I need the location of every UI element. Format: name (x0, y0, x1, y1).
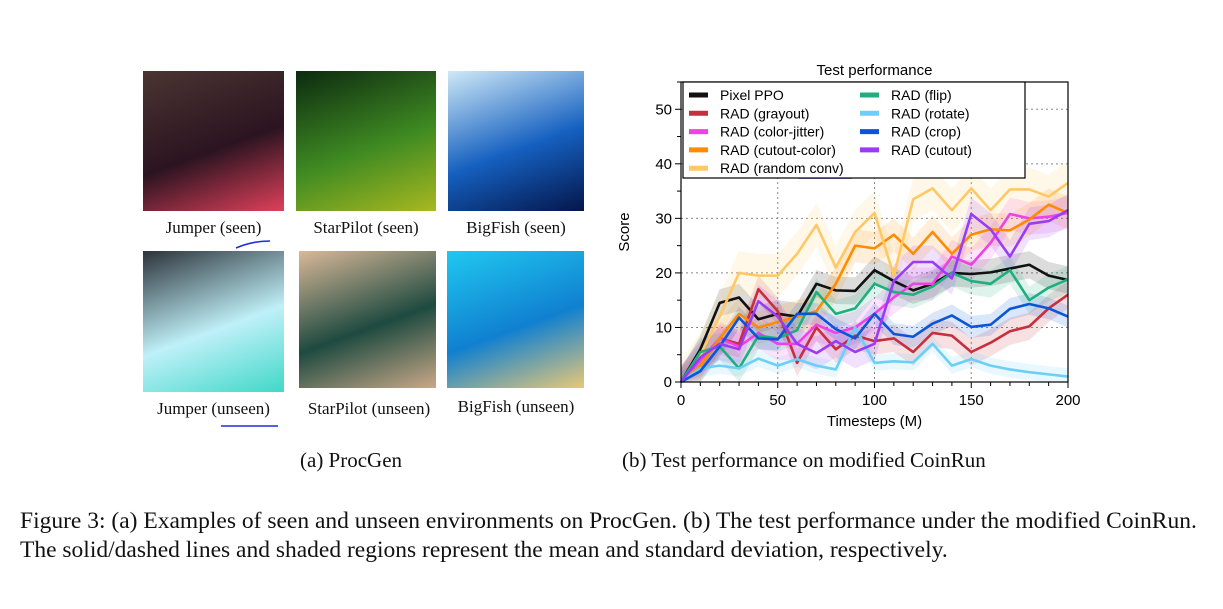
series-line-7 (680, 302, 1069, 384)
label-jumper-seen: Jumper (seen) (165, 218, 262, 237)
thumb-bigfish-unseen (447, 251, 584, 388)
thumb-bigfish-seen (448, 71, 584, 211)
x-tick-label: 200 (1055, 392, 1080, 409)
series-line-6 (680, 326, 1069, 384)
legend-box (682, 81, 1026, 179)
panel-a-caption: (a) ProcGen (300, 448, 403, 472)
legend-label-2: RAD (color-jitter) (720, 124, 824, 140)
std-band-1 (681, 275, 1068, 382)
figure-caption: Figure 3: (a) Examples of seen and unsee… (20, 508, 1197, 563)
panel-b-caption: (b) Test performance on modified CoinRun (622, 448, 986, 472)
std-band-4 (681, 161, 1068, 382)
label-starpilot-unseen: StarPilot (unseen) (307, 399, 431, 418)
y-tick-label: 10 (655, 319, 672, 336)
thumb-starpilot-seen (296, 71, 436, 211)
std-band-5 (681, 256, 1068, 382)
legend-label-0: Pixel PPO (720, 87, 784, 103)
y-tick-label: 50 (655, 101, 672, 118)
series-line-3 (680, 203, 1069, 383)
y-tick-label: 30 (655, 210, 672, 227)
series-line-4 (679, 181, 1069, 383)
legend-label-4: RAD (random conv) (720, 160, 844, 176)
thumb-starpilot-unseen (299, 251, 436, 388)
legend-label-1: RAD (grayout) (720, 105, 809, 121)
thumb-jumper-unseen (143, 251, 284, 392)
std-band-3 (681, 188, 1068, 382)
x-tick-label: 150 (959, 392, 984, 409)
legend-label-3: RAD (cutout-color) (720, 142, 836, 158)
series-line-8 (679, 209, 1069, 383)
y-tick-label: 0 (664, 374, 672, 391)
label-bigfish-seen: BigFish (seen) (466, 218, 566, 237)
x-tick-label: 100 (862, 392, 887, 409)
thumb-jumper-seen (143, 71, 284, 211)
y-tick-label: 40 (655, 156, 672, 173)
std-band-2 (681, 196, 1068, 382)
annotation-underline-seen (235, 240, 271, 249)
series-line-0 (679, 263, 1069, 383)
label-bigfish-unseen: BigFish (unseen) (457, 397, 575, 416)
label-starpilot-seen: StarPilot (seen) (313, 218, 419, 237)
legend-label-6: RAD (rotate) (891, 105, 970, 121)
x-tick-label: 50 (769, 392, 786, 409)
std-band-0 (681, 251, 1068, 382)
legend-label-8: RAD (cutout) (891, 142, 972, 158)
y-tick-label: 20 (655, 265, 672, 282)
legend-label-7: RAD (crop) (891, 124, 961, 140)
y-axis-label: Score (616, 212, 633, 251)
test-performance-chart: 0 50 100 150 200 0 10 20 30 40 50 Test performance T… (616, 62, 1081, 430)
series-line-5 (679, 268, 1069, 383)
chart-title: Test performance (817, 62, 933, 79)
x-axis-label: Timesteps (M) (827, 413, 922, 430)
legend-label-5: RAD (flip) (891, 87, 952, 103)
x-tick-label: 0 (677, 392, 685, 409)
label-jumper-unseen: Jumper (unseen) (157, 399, 270, 418)
